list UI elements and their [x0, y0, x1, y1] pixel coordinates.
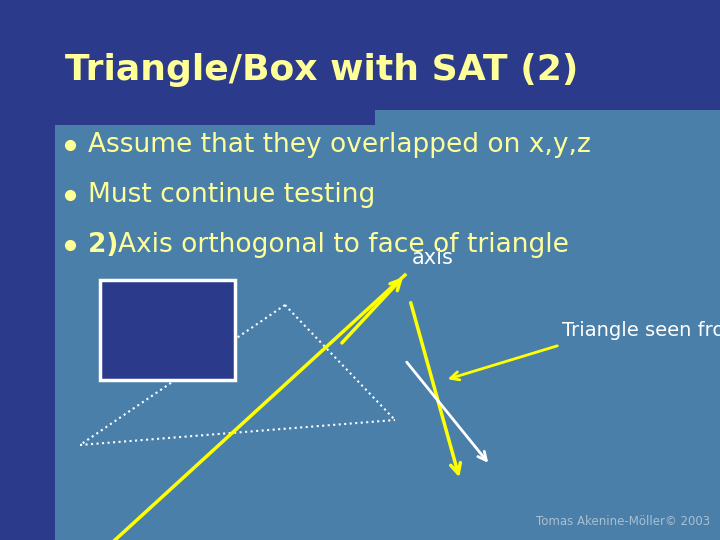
Text: Axis orthogonal to face of triangle: Axis orthogonal to face of triangle — [118, 232, 569, 258]
Bar — [0, 0, 55, 540]
Bar — [0, 0, 720, 110]
Text: Must continue testing: Must continue testing — [88, 182, 375, 208]
Text: axis: axis — [412, 248, 454, 268]
Text: Triangle/Box with SAT (2): Triangle/Box with SAT (2) — [65, 53, 578, 87]
Bar — [100, 280, 235, 380]
Bar — [0, 100, 375, 125]
Text: Tomas Akenine-Möller© 2003: Tomas Akenine-Möller© 2003 — [536, 515, 710, 528]
Text: Triangle seen from side: Triangle seen from side — [562, 321, 720, 340]
Text: 2): 2) — [88, 232, 127, 258]
Text: Assume that they overlapped on x,y,z: Assume that they overlapped on x,y,z — [88, 132, 591, 158]
